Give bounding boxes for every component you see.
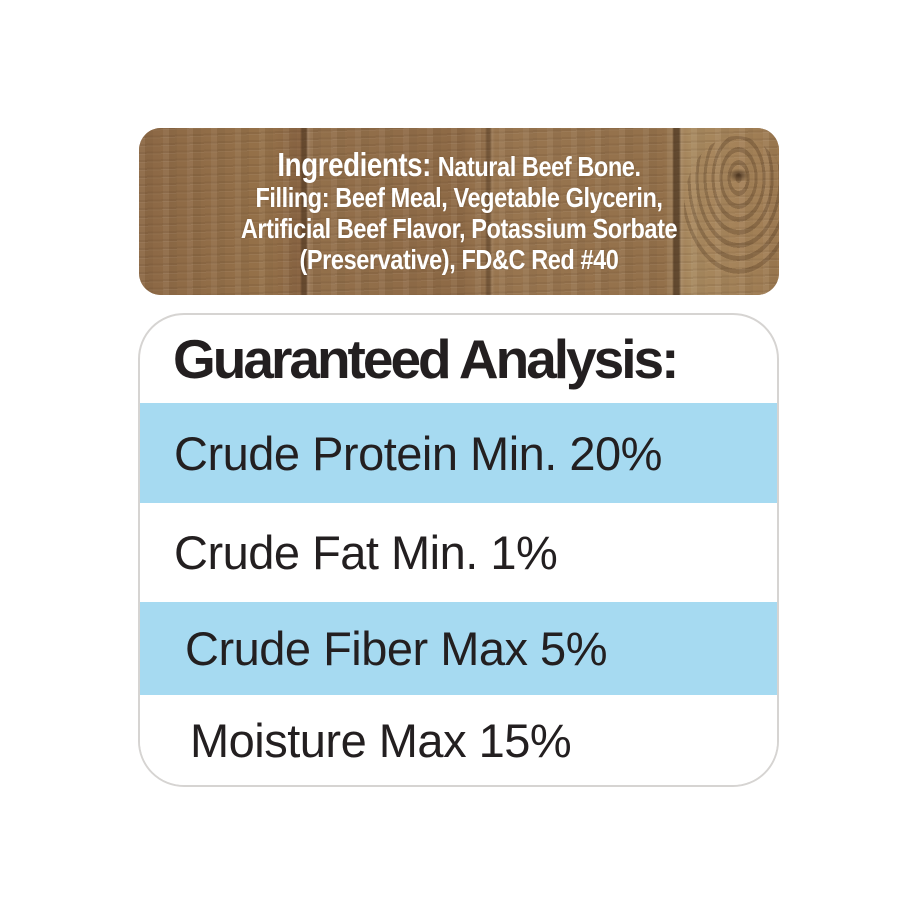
analysis-row-fiber: Crude Fiber Max 5% <box>140 602 777 695</box>
analysis-row-fat: Crude Fat Min. 1% <box>140 503 777 602</box>
guaranteed-analysis-panel: Guaranteed Analysis: Crude Protein Min. … <box>138 313 779 787</box>
wood-knot-decoration <box>684 136 779 276</box>
ingredients-line-2: Filling: Beef Meal, Vegetable Glycerin, <box>255 181 663 213</box>
analysis-row-moisture: Moisture Max 15% <box>140 695 777 785</box>
ingredients-heading: Ingredients: <box>277 145 432 183</box>
ingredients-text: Ingredients: Natural Beef Bone. Filling: … <box>190 128 728 295</box>
analysis-title: Guaranteed Analysis: <box>173 328 679 390</box>
ingredients-line-1-text: Natural Beef Bone. <box>437 150 641 182</box>
row-label-moisture: Moisture Max 15% <box>190 713 572 767</box>
row-label-fiber: Crude Fiber Max 5% <box>185 622 608 675</box>
ingredients-line-3: Artificial Beef Flavor, Potassium Sorbat… <box>240 212 678 244</box>
wood-texture <box>139 128 779 295</box>
ingredients-panel: Ingredients: Natural Beef Bone. Filling: … <box>139 128 779 295</box>
ingredients-line-1: Ingredients: Natural Beef Bone. <box>277 145 641 183</box>
row-label-protein: Crude Protein Min. 20% <box>174 426 662 480</box>
row-label-fat: Crude Fat Min. 1% <box>174 526 558 579</box>
ingredients-line-4: (Preservative), FD&C Red #40 <box>299 243 619 275</box>
analysis-row-protein: Crude Protein Min. 20% <box>140 403 777 503</box>
